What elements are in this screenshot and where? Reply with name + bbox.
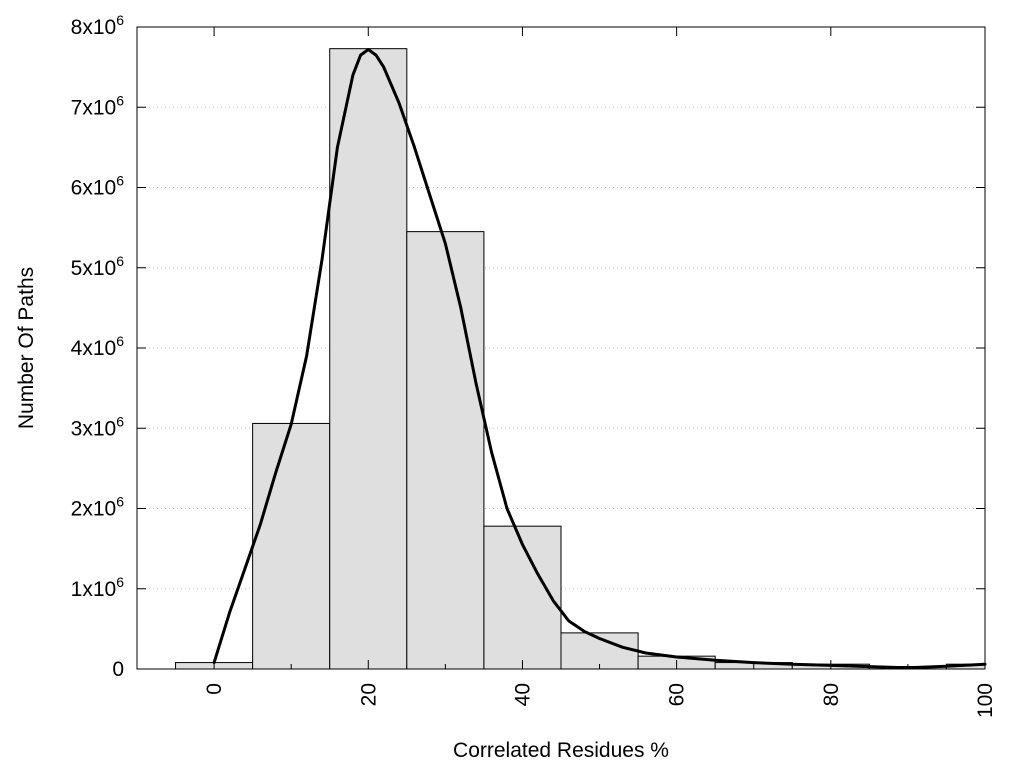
histogram-bar bbox=[406, 231, 485, 670]
y-tick-label: 8x106 bbox=[71, 12, 125, 39]
histogram-bar bbox=[483, 525, 562, 670]
y-tick-label: 0 bbox=[112, 658, 124, 681]
x-tick-label: 20 bbox=[357, 683, 380, 706]
x-tick-label: 100 bbox=[974, 683, 997, 718]
x-tick-label: 60 bbox=[666, 683, 689, 706]
x-tick-label: 40 bbox=[511, 683, 534, 706]
y-tick-label: 4x106 bbox=[71, 333, 125, 360]
y-tick-label: 6x106 bbox=[71, 173, 125, 200]
y-tick-label: 5x106 bbox=[71, 253, 125, 280]
x-axis-title: Correlated Residues % bbox=[453, 739, 669, 762]
fit-curve bbox=[212, 48, 987, 670]
x-tick-label: 0 bbox=[203, 683, 226, 695]
fit-curve-layer bbox=[212, 48, 987, 670]
y-axis-title: Number Of Paths bbox=[15, 267, 38, 429]
y-axis: 0 1x106 2x106 3x106 4x106 5x106 6x106 7x106 8x10… bbox=[71, 12, 985, 681]
y-tick-label: 3x106 bbox=[71, 413, 125, 440]
histogram-bar bbox=[329, 48, 408, 670]
x-tick-label: 80 bbox=[820, 683, 843, 706]
y-tick-label: 2x106 bbox=[71, 494, 125, 521]
histogram-bar bbox=[252, 422, 331, 670]
bars bbox=[175, 48, 986, 670]
x-axis: 0 20 40 60 80 100 bbox=[203, 27, 997, 718]
y-tick-label: 1x106 bbox=[71, 574, 125, 601]
y-tick-label: 7x106 bbox=[71, 92, 125, 119]
